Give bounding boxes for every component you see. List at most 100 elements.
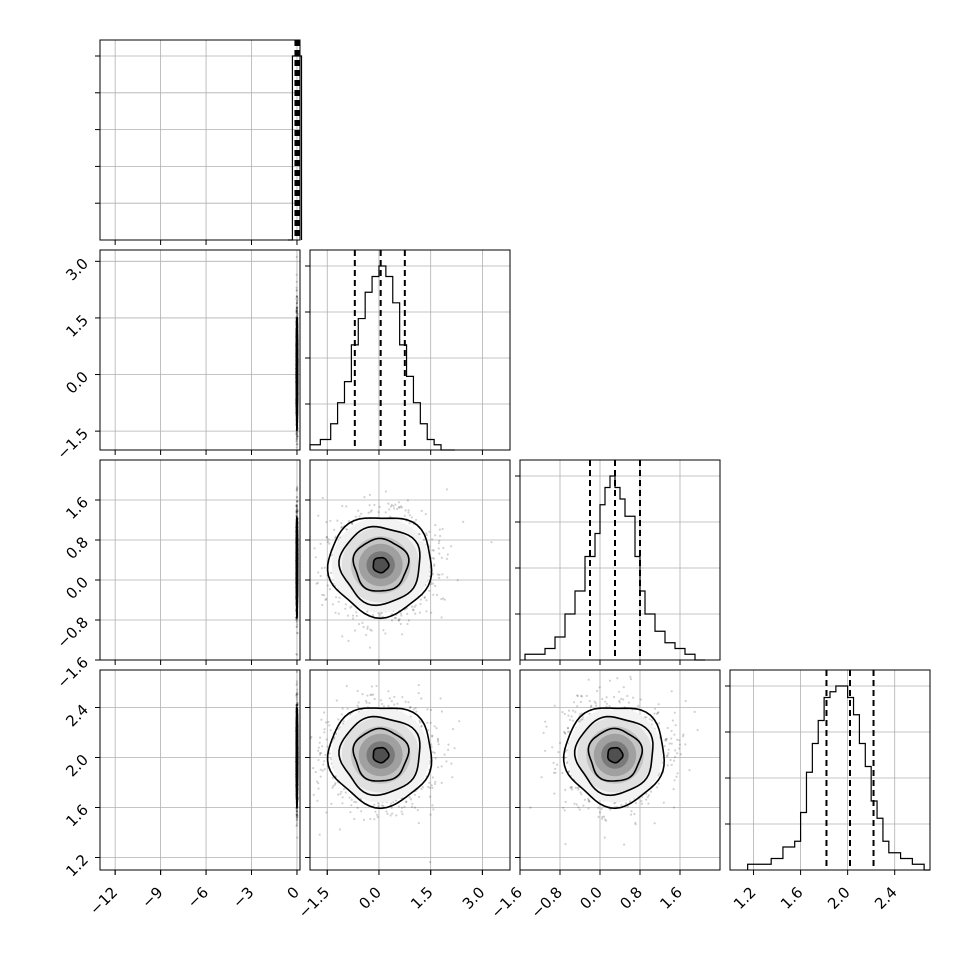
scatter-point bbox=[425, 599, 427, 601]
scatter-point bbox=[438, 540, 440, 542]
scatter-point bbox=[428, 531, 430, 533]
scatter-point bbox=[345, 603, 347, 605]
scatter-point bbox=[385, 490, 387, 492]
scatter-point bbox=[327, 584, 329, 586]
scatter-point bbox=[371, 509, 373, 511]
y-tick-label: −1.6 bbox=[54, 653, 92, 691]
histogram-panel-2 bbox=[515, 460, 720, 665]
scatter-point bbox=[411, 516, 413, 518]
scatter-point bbox=[391, 619, 393, 621]
scatter-point bbox=[409, 514, 411, 516]
scatter-point bbox=[434, 585, 436, 587]
scatter-point bbox=[423, 539, 425, 541]
density-contents bbox=[100, 669, 300, 870]
scatter-point bbox=[388, 508, 390, 510]
x-tick-label: −0.8 bbox=[528, 883, 566, 921]
scatter-point bbox=[356, 615, 358, 617]
scatter-point bbox=[369, 494, 371, 496]
scatter-point bbox=[355, 611, 357, 613]
scatter-point bbox=[296, 500, 298, 502]
scatter-point bbox=[426, 534, 428, 536]
scatter-point bbox=[296, 256, 298, 258]
scatter-point bbox=[404, 515, 406, 517]
scatter-point bbox=[438, 542, 440, 544]
scatter-point bbox=[442, 547, 444, 549]
scatter-point bbox=[425, 610, 427, 612]
scatter-point bbox=[296, 626, 298, 628]
scatter-point bbox=[296, 515, 298, 517]
scatter-point bbox=[344, 608, 346, 610]
scatter-point bbox=[296, 488, 298, 490]
scatter-point bbox=[338, 613, 340, 615]
scatter-point bbox=[333, 529, 335, 531]
x-tick-label: 2.0 bbox=[824, 883, 854, 913]
scatter-point bbox=[296, 274, 298, 276]
scatter-point bbox=[325, 521, 327, 523]
x-tick-label: 1.6 bbox=[777, 883, 807, 913]
histogram-panel-0 bbox=[95, 40, 302, 245]
scatter-point bbox=[363, 496, 365, 498]
x-tick-label: 0.0 bbox=[355, 883, 385, 913]
scatter-point bbox=[360, 513, 362, 515]
scatter-point bbox=[428, 590, 430, 592]
scatter-point bbox=[406, 613, 408, 615]
scatter-point bbox=[357, 510, 359, 512]
x-tick-label: 0.0 bbox=[576, 883, 606, 913]
scatter-point bbox=[340, 522, 342, 524]
scatter-point bbox=[432, 583, 434, 585]
scatter-point bbox=[446, 488, 448, 490]
scatter-point bbox=[354, 629, 356, 631]
scatter-point bbox=[366, 611, 368, 613]
scatter-point bbox=[438, 577, 440, 579]
scatter-point bbox=[296, 302, 298, 304]
scatter-point bbox=[407, 499, 409, 501]
scatter-point bbox=[420, 603, 422, 605]
scatter-point bbox=[415, 519, 417, 521]
scatter-point bbox=[369, 629, 371, 631]
scatter-point bbox=[296, 314, 298, 316]
x-tick-label: 2.4 bbox=[871, 883, 901, 913]
scatter-point bbox=[433, 563, 435, 565]
scatter-point bbox=[296, 435, 298, 437]
scatter-point bbox=[363, 626, 365, 628]
scatter-point bbox=[436, 594, 438, 596]
scatter-point bbox=[332, 603, 334, 605]
x-tick-label: 1.6 bbox=[656, 883, 686, 913]
scatter-point bbox=[296, 444, 298, 446]
scatter-point bbox=[358, 623, 360, 625]
scatter-point bbox=[438, 553, 440, 555]
scatter-point bbox=[424, 597, 426, 599]
scatter-point bbox=[296, 299, 298, 301]
scatter-point bbox=[296, 304, 298, 306]
scatter-point bbox=[295, 440, 297, 442]
scatter-point bbox=[405, 509, 407, 511]
scatter-point bbox=[446, 576, 448, 578]
scatter-point bbox=[336, 520, 338, 522]
scatter-point bbox=[326, 536, 328, 538]
scatter-point bbox=[296, 689, 298, 691]
scatter-point bbox=[296, 306, 298, 308]
scatter-point bbox=[296, 311, 298, 313]
scatter-point bbox=[419, 612, 421, 614]
scatter-point bbox=[414, 606, 416, 608]
scatter-point bbox=[338, 597, 340, 599]
x-tick-label: −1.5 bbox=[295, 883, 333, 921]
scatter-point bbox=[490, 541, 492, 543]
scatter-point bbox=[341, 505, 343, 507]
scatter-point bbox=[385, 511, 387, 513]
scatter-point bbox=[350, 605, 352, 607]
x-tick-label: 3.0 bbox=[459, 883, 489, 913]
x-tick-label: 1.5 bbox=[407, 883, 437, 913]
scatter-point bbox=[348, 520, 350, 522]
scatter-point bbox=[347, 615, 349, 617]
density-panel-1-0: −1.50.01.53.0 bbox=[54, 250, 300, 465]
scatter-point bbox=[296, 290, 298, 292]
scatter-point bbox=[407, 509, 409, 511]
scatter-point bbox=[322, 497, 324, 499]
scatter-point bbox=[400, 505, 402, 507]
scatter-point bbox=[296, 281, 298, 283]
scatter-point bbox=[296, 446, 298, 448]
